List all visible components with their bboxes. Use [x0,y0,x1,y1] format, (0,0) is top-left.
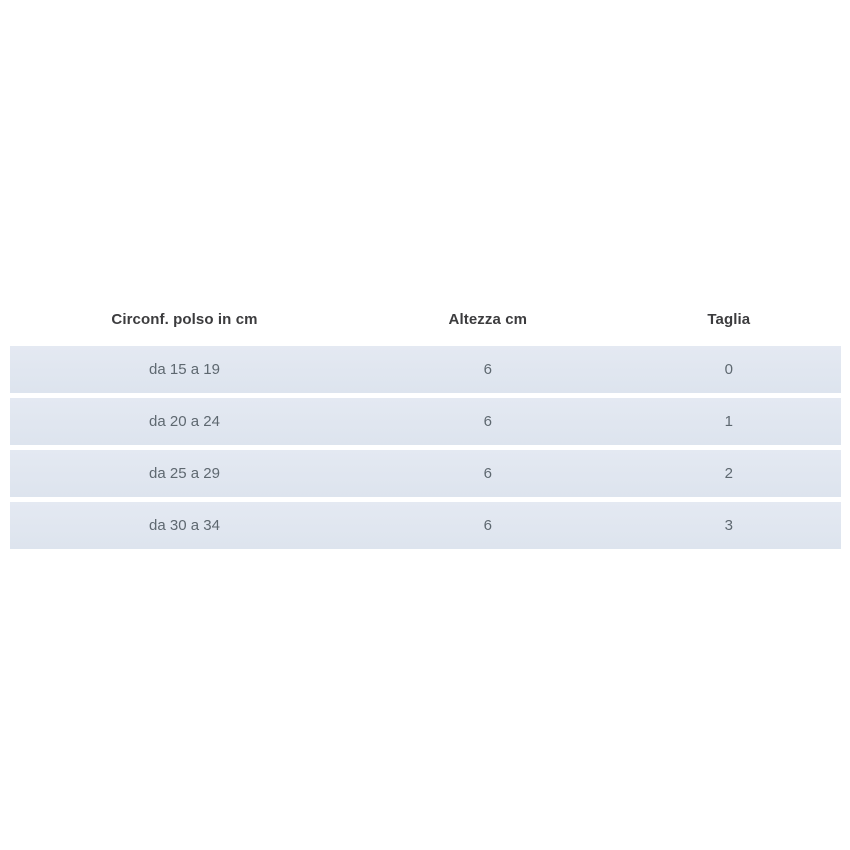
cell-taglia: 2 [724,465,733,482]
cell-circonferenza: da 30 a 34 [149,517,220,534]
cell-taglia: 3 [724,517,733,534]
cell-altezza: 6 [483,361,492,378]
size-table: Circonf. polso in cm Altezza cm Taglia d… [10,293,841,554]
table-row: da 30 a 34 6 3 [10,502,841,549]
cell-taglia: 0 [724,361,733,378]
column-header-taglia: Taglia [707,311,751,328]
table-row: da 25 a 29 6 2 [10,450,841,497]
table-row: da 15 a 19 6 0 [10,346,841,393]
cell-circonferenza: da 25 a 29 [149,465,220,482]
column-header-circonferenza: Circonf. polso in cm [111,311,258,328]
column-header-altezza: Altezza cm [448,311,528,328]
cell-taglia: 1 [724,413,733,430]
table-row: da 20 a 24 6 1 [10,398,841,445]
cell-circonferenza: da 20 a 24 [149,413,220,430]
table-header-row: Circonf. polso in cm Altezza cm Taglia [10,293,841,346]
cell-altezza: 6 [483,517,492,534]
cell-altezza: 6 [483,413,492,430]
cell-altezza: 6 [483,465,492,482]
cell-circonferenza: da 15 a 19 [149,361,220,378]
